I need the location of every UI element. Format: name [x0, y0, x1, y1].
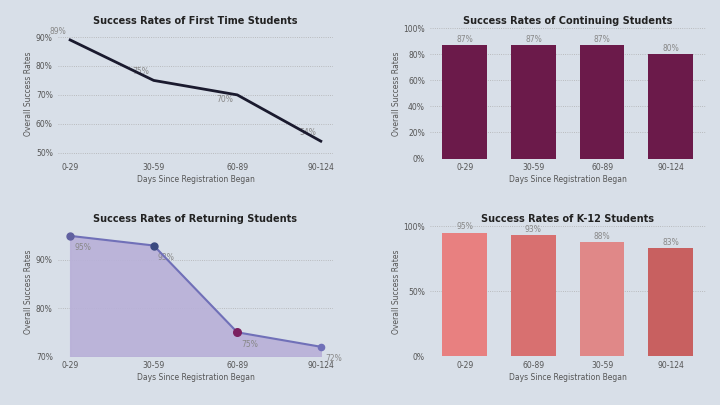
X-axis label: Days Since Registration Began: Days Since Registration Began — [509, 373, 626, 382]
Text: 70%: 70% — [216, 94, 233, 104]
Point — [315, 343, 327, 350]
Y-axis label: Overall Success Rates: Overall Success Rates — [392, 51, 400, 136]
X-axis label: Days Since Registration Began: Days Since Registration Began — [509, 175, 626, 184]
Point — [64, 232, 76, 239]
X-axis label: Days Since Registration Began: Days Since Registration Began — [137, 175, 254, 184]
Title: Success Rates of K-12 Students: Success Rates of K-12 Students — [481, 214, 654, 224]
Text: 95%: 95% — [74, 243, 91, 252]
Point — [232, 329, 243, 335]
Point — [148, 242, 159, 249]
Bar — [649, 248, 693, 356]
Bar — [442, 45, 487, 158]
Text: 87%: 87% — [456, 35, 473, 44]
Text: 75%: 75% — [132, 67, 150, 76]
Bar — [511, 235, 556, 356]
Bar — [580, 242, 624, 356]
Title: Success Rates of Returning Students: Success Rates of Returning Students — [94, 214, 297, 224]
Bar — [580, 45, 624, 158]
Y-axis label: Overall Success Rates: Overall Success Rates — [24, 51, 33, 136]
Bar — [511, 45, 556, 158]
Title: Success Rates of Continuing Students: Success Rates of Continuing Students — [463, 16, 672, 26]
Text: 75%: 75% — [241, 339, 258, 349]
Text: 88%: 88% — [594, 232, 611, 241]
Text: 93%: 93% — [158, 253, 175, 262]
Text: 87%: 87% — [594, 35, 611, 44]
Bar — [442, 233, 487, 356]
Bar — [649, 54, 693, 158]
Text: 54%: 54% — [300, 128, 317, 137]
X-axis label: Days Since Registration Began: Days Since Registration Began — [137, 373, 254, 382]
Text: 95%: 95% — [456, 222, 473, 231]
Text: 93%: 93% — [525, 225, 542, 234]
Title: Success Rates of First Time Students: Success Rates of First Time Students — [93, 16, 298, 26]
Text: 83%: 83% — [662, 238, 679, 247]
Text: 89%: 89% — [49, 27, 66, 36]
Text: 87%: 87% — [525, 35, 541, 44]
Text: 80%: 80% — [662, 44, 679, 53]
Y-axis label: Overall Success Rates: Overall Success Rates — [392, 249, 400, 334]
Text: 72%: 72% — [325, 354, 342, 363]
Y-axis label: Overall Success Rates: Overall Success Rates — [24, 249, 33, 334]
